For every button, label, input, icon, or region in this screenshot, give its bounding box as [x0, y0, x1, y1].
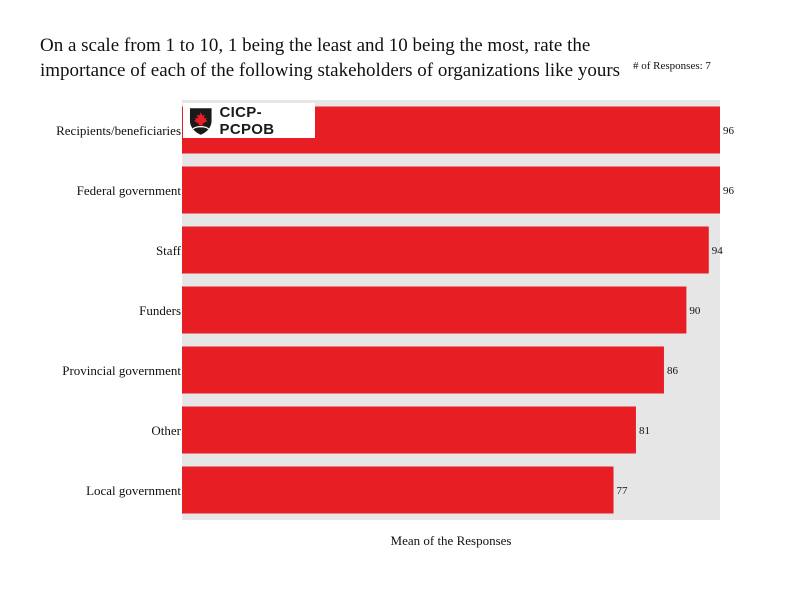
- category-label: Staff: [156, 243, 182, 258]
- bar-provincial-government: [182, 346, 664, 394]
- value-label: 77: [617, 485, 629, 497]
- value-label: 86: [667, 365, 679, 377]
- category-label: Recipients/beneficiaries: [56, 123, 181, 138]
- x-axis-label: Mean of the Responses: [391, 533, 512, 548]
- logo-text: CICP-PCPOB: [219, 103, 275, 138]
- value-label: 94: [712, 245, 724, 257]
- chart-title: On a scale from 1 to 10, 1 being the lea…: [40, 35, 621, 81]
- bar-funders: [182, 286, 687, 334]
- category-label: Other: [151, 423, 181, 438]
- category-label: Provincial government: [62, 363, 181, 378]
- cicp-pcpob-logo: CICP-PCPOB: [183, 103, 315, 138]
- value-label: 81: [639, 425, 650, 437]
- value-label: 90: [689, 305, 701, 317]
- maple-leaf-shield-icon: [189, 107, 212, 135]
- category-label: Local government: [86, 483, 181, 498]
- bar-federal-government: [182, 166, 720, 214]
- bar-local-government: [182, 466, 614, 514]
- category-label: Federal government: [77, 183, 182, 198]
- bar-staff: [182, 226, 709, 274]
- responses-count: # of Responses: 7: [633, 60, 711, 72]
- value-label: 96: [723, 125, 735, 137]
- value-label: 96: [723, 185, 735, 197]
- bar-other: [182, 406, 636, 454]
- category-label: Funders: [139, 303, 181, 318]
